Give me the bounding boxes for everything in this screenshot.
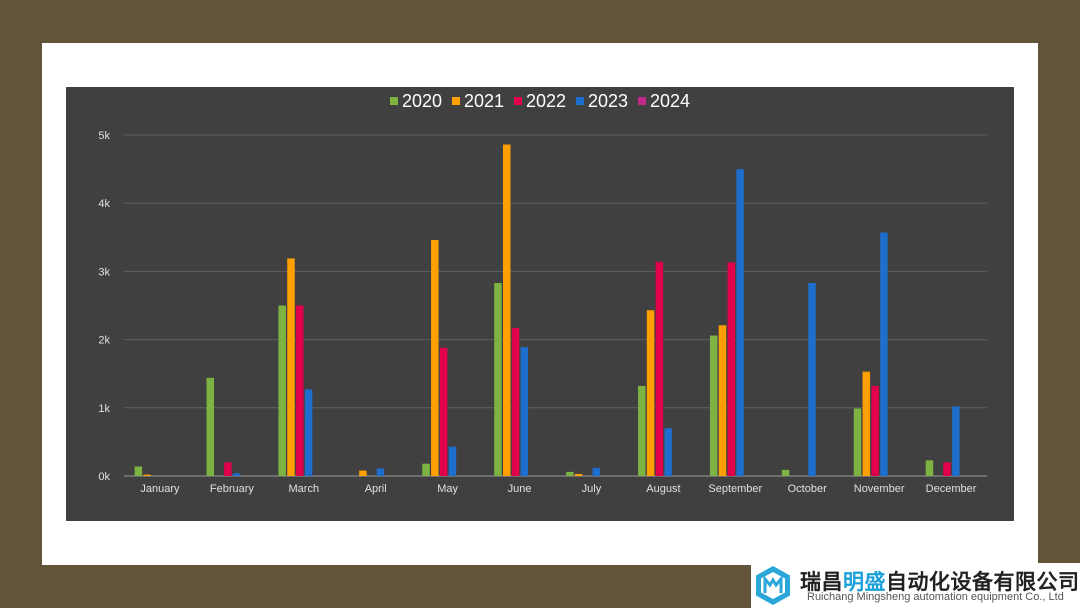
bar	[206, 377, 215, 476]
bar	[296, 305, 304, 476]
legend-swatch	[452, 97, 460, 105]
watermark-company-name-cn: 瑞昌明盛自动化设备有限公司	[800, 571, 1080, 594]
x-tick-label: September	[708, 483, 762, 495]
bar	[448, 446, 457, 476]
bar	[224, 462, 232, 476]
y-tick-label: 3k	[98, 266, 110, 278]
bar	[808, 282, 816, 476]
bar	[853, 408, 862, 476]
hexagon-logo-icon	[756, 566, 790, 605]
watermark-company-name-en: Ruichang Mingsheng automation equipment …	[807, 591, 1064, 603]
bar	[664, 428, 672, 476]
bar	[709, 335, 718, 476]
legend-swatch	[638, 97, 646, 105]
bar	[511, 328, 520, 476]
x-tick-label: February	[210, 483, 255, 495]
bar	[781, 469, 790, 476]
y-tick-label: 0k	[98, 471, 110, 483]
x-tick-label: December	[926, 483, 977, 495]
bar	[502, 144, 511, 476]
bar	[494, 282, 502, 476]
x-tick-label: April	[365, 483, 387, 495]
bar	[134, 466, 143, 476]
bar	[862, 371, 871, 476]
x-tick-label: November	[854, 483, 905, 495]
bar	[638, 385, 646, 476]
legend-label: 2024	[650, 91, 690, 111]
x-tick-label: May	[437, 483, 458, 495]
legend-label: 2023	[588, 91, 628, 111]
y-tick-label: 4k	[98, 198, 110, 210]
bar	[718, 325, 727, 476]
x-tick-label: October	[788, 483, 827, 495]
bar	[871, 385, 879, 476]
x-tick-label: June	[508, 483, 532, 495]
y-tick-label: 1k	[98, 403, 110, 415]
x-tick-label: July	[582, 483, 602, 495]
legend-label: 2020	[402, 91, 442, 111]
bar	[592, 467, 601, 476]
bar	[520, 347, 529, 476]
bar	[359, 470, 367, 476]
legend-swatch	[514, 97, 522, 105]
y-tick-label: 2k	[98, 335, 110, 347]
x-tick-label: August	[646, 483, 680, 495]
bar	[646, 310, 655, 476]
bar	[232, 473, 241, 476]
bar	[736, 169, 744, 476]
bar	[655, 261, 664, 476]
company-watermark: 瑞昌明盛自动化设备有限公司 Ruichang Mingsheng automat…	[751, 563, 1080, 608]
bar	[304, 389, 313, 476]
bar	[952, 406, 960, 476]
bar	[287, 258, 295, 476]
bar	[943, 462, 951, 476]
bar	[925, 460, 934, 476]
legend-label: 2021	[464, 91, 504, 111]
bar-chart: 0k 1k 2k 3k 4k 5k January February March April May…	[98, 91, 987, 495]
bar	[574, 473, 583, 476]
bar	[431, 240, 439, 476]
y-tick-label: 5k	[98, 130, 110, 142]
bar	[143, 474, 151, 476]
bar	[566, 471, 574, 476]
bar	[422, 463, 430, 476]
x-tick-label: March	[289, 483, 320, 495]
bar	[278, 305, 286, 476]
bar	[880, 232, 888, 476]
bar	[727, 262, 736, 476]
legend-swatch	[576, 97, 584, 105]
legend-label: 2022	[526, 91, 566, 111]
bar	[439, 347, 448, 476]
x-tick-label: January	[140, 483, 180, 495]
legend-swatch	[390, 97, 398, 105]
bar	[376, 468, 385, 476]
